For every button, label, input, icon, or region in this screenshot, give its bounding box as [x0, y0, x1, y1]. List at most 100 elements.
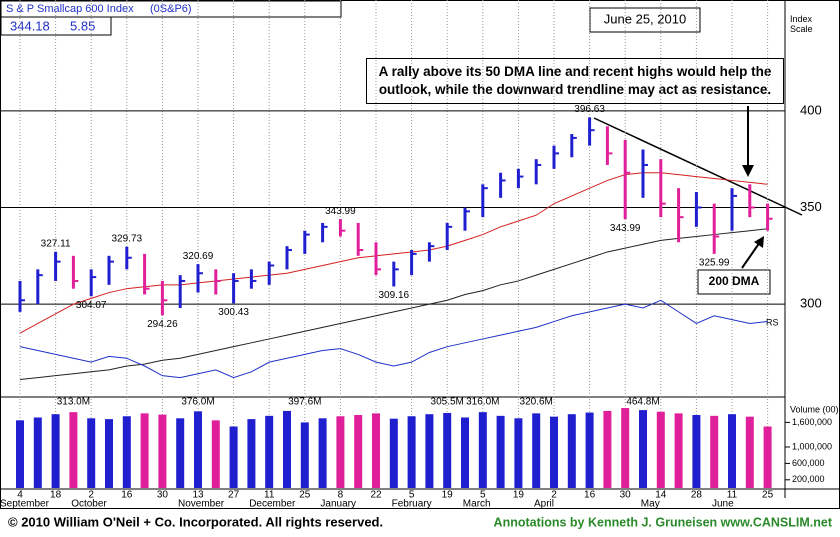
y-tick-label: 300 [800, 296, 822, 311]
date-box [589, 7, 701, 33]
volume-bar [425, 414, 434, 488]
volume-bar [407, 416, 416, 488]
y-tick-label: 200,000 [792, 474, 825, 484]
volume-bar [33, 417, 42, 488]
volume-label: 305.5M [431, 397, 464, 408]
month-label: March [463, 499, 491, 510]
x-tick-label: 11 [727, 490, 738, 501]
x-tick-label: 30 [620, 490, 632, 501]
volume-label: 397.6M [288, 397, 321, 408]
volume-bar [585, 412, 594, 488]
price-change: 5.85 [70, 18, 95, 33]
volume-bar [621, 408, 630, 488]
month-label: April [534, 499, 554, 510]
dma-label: 200 DMA [709, 274, 760, 288]
volume-bar [710, 415, 719, 488]
volume-bar [372, 413, 380, 488]
annotation-box: A rally above its 50 DMA line and recent… [366, 58, 784, 104]
volume-bar [265, 415, 274, 488]
price-label: 396.63 [574, 104, 605, 115]
series-line [19, 299, 768, 379]
volume-bar [318, 418, 327, 488]
volume-bar [567, 414, 576, 488]
x-tick-label: 13 [192, 490, 204, 501]
month-label: February [392, 499, 432, 510]
scale-label: Index Scale [790, 14, 813, 34]
volume-bar [728, 414, 736, 488]
y-tick-label: 1,000,000 [792, 441, 832, 451]
x-tick-label: 22 [370, 490, 382, 501]
x-tick-label: 11 [264, 490, 275, 501]
dma-label-box [697, 269, 771, 295]
volume-bar [16, 420, 24, 488]
credit: Annotations by Kenneth J. Gruneisen www.… [494, 515, 833, 529]
volume-bar [692, 415, 701, 488]
arrowhead [742, 165, 754, 177]
x-tick-label: 28 [691, 490, 703, 501]
price-label: 329.73 [112, 233, 143, 244]
month-label: June [712, 499, 734, 510]
volume-bar [69, 412, 78, 488]
x-tick-label: 30 [157, 490, 169, 501]
volume-bar [300, 422, 309, 488]
x-tick-label: 19 [513, 490, 525, 501]
x-tick-label: 19 [442, 490, 454, 501]
volume-label: 464.8M [626, 397, 659, 408]
x-tick-label: 4 [17, 490, 23, 501]
volume-label: 313.0M [57, 397, 90, 408]
volume-bar [105, 419, 113, 488]
volume-bar [656, 411, 665, 488]
price-label: 343.99 [325, 206, 356, 217]
price-label: 309.16 [379, 290, 410, 301]
y-tick-label: 1,600,000 [792, 417, 832, 427]
volume-bar [194, 411, 202, 488]
date-label: June 25, 2010 [604, 11, 686, 26]
x-tick-label: 25 [762, 490, 774, 501]
volume-bar [336, 416, 345, 488]
y-tick-label: 600,000 [792, 458, 825, 468]
volume-bar [229, 426, 238, 488]
x-tick-label: 5 [480, 490, 486, 501]
volume-bar [496, 415, 505, 488]
volume-bar [158, 414, 167, 488]
series-line [19, 228, 768, 381]
x-tick-label: 5 [409, 490, 415, 501]
month-label: May [641, 499, 660, 510]
x-tick-label: 25 [299, 490, 311, 501]
volume-bar [674, 413, 683, 488]
x-tick-label: 27 [228, 490, 240, 501]
month-label: November [178, 499, 225, 510]
quote-box [0, 16, 112, 36]
price-label: 300.43 [218, 307, 249, 318]
rs-label: RS [766, 317, 779, 327]
volume-bar [763, 426, 772, 488]
volume-bar [745, 416, 754, 488]
x-tick-label: 2 [88, 490, 94, 501]
y-tick-label: 350 [800, 199, 822, 214]
price-label: 325.99 [699, 258, 730, 269]
month-label: December [249, 499, 296, 510]
volume-bar [211, 420, 220, 488]
symbol: (0S&P6) [150, 3, 192, 15]
volume-bar [514, 418, 523, 488]
month-label: October [71, 499, 107, 510]
price-label: 327.11 [41, 238, 71, 249]
price-label: 294.26 [147, 319, 178, 330]
annotation: A rally above its 50 DMA line and recent… [366, 58, 784, 104]
x-tick-label: 2 [551, 490, 557, 501]
scale-label-box: Index Scale [790, 14, 813, 34]
volume-bar [603, 410, 612, 488]
volume-bar [478, 412, 487, 488]
month-label: September [0, 499, 50, 510]
volume-bar [550, 416, 558, 488]
volume-bar [122, 416, 131, 488]
volume-bar [283, 410, 291, 488]
x-tick-label: 16 [584, 490, 596, 501]
x-tick-label: 14 [655, 490, 667, 501]
x-tick-label: 16 [121, 490, 133, 501]
volume-label: 376.0M [181, 397, 214, 408]
x-tick-label: 8 [338, 490, 344, 501]
volume-label: 320.6M [520, 397, 553, 408]
